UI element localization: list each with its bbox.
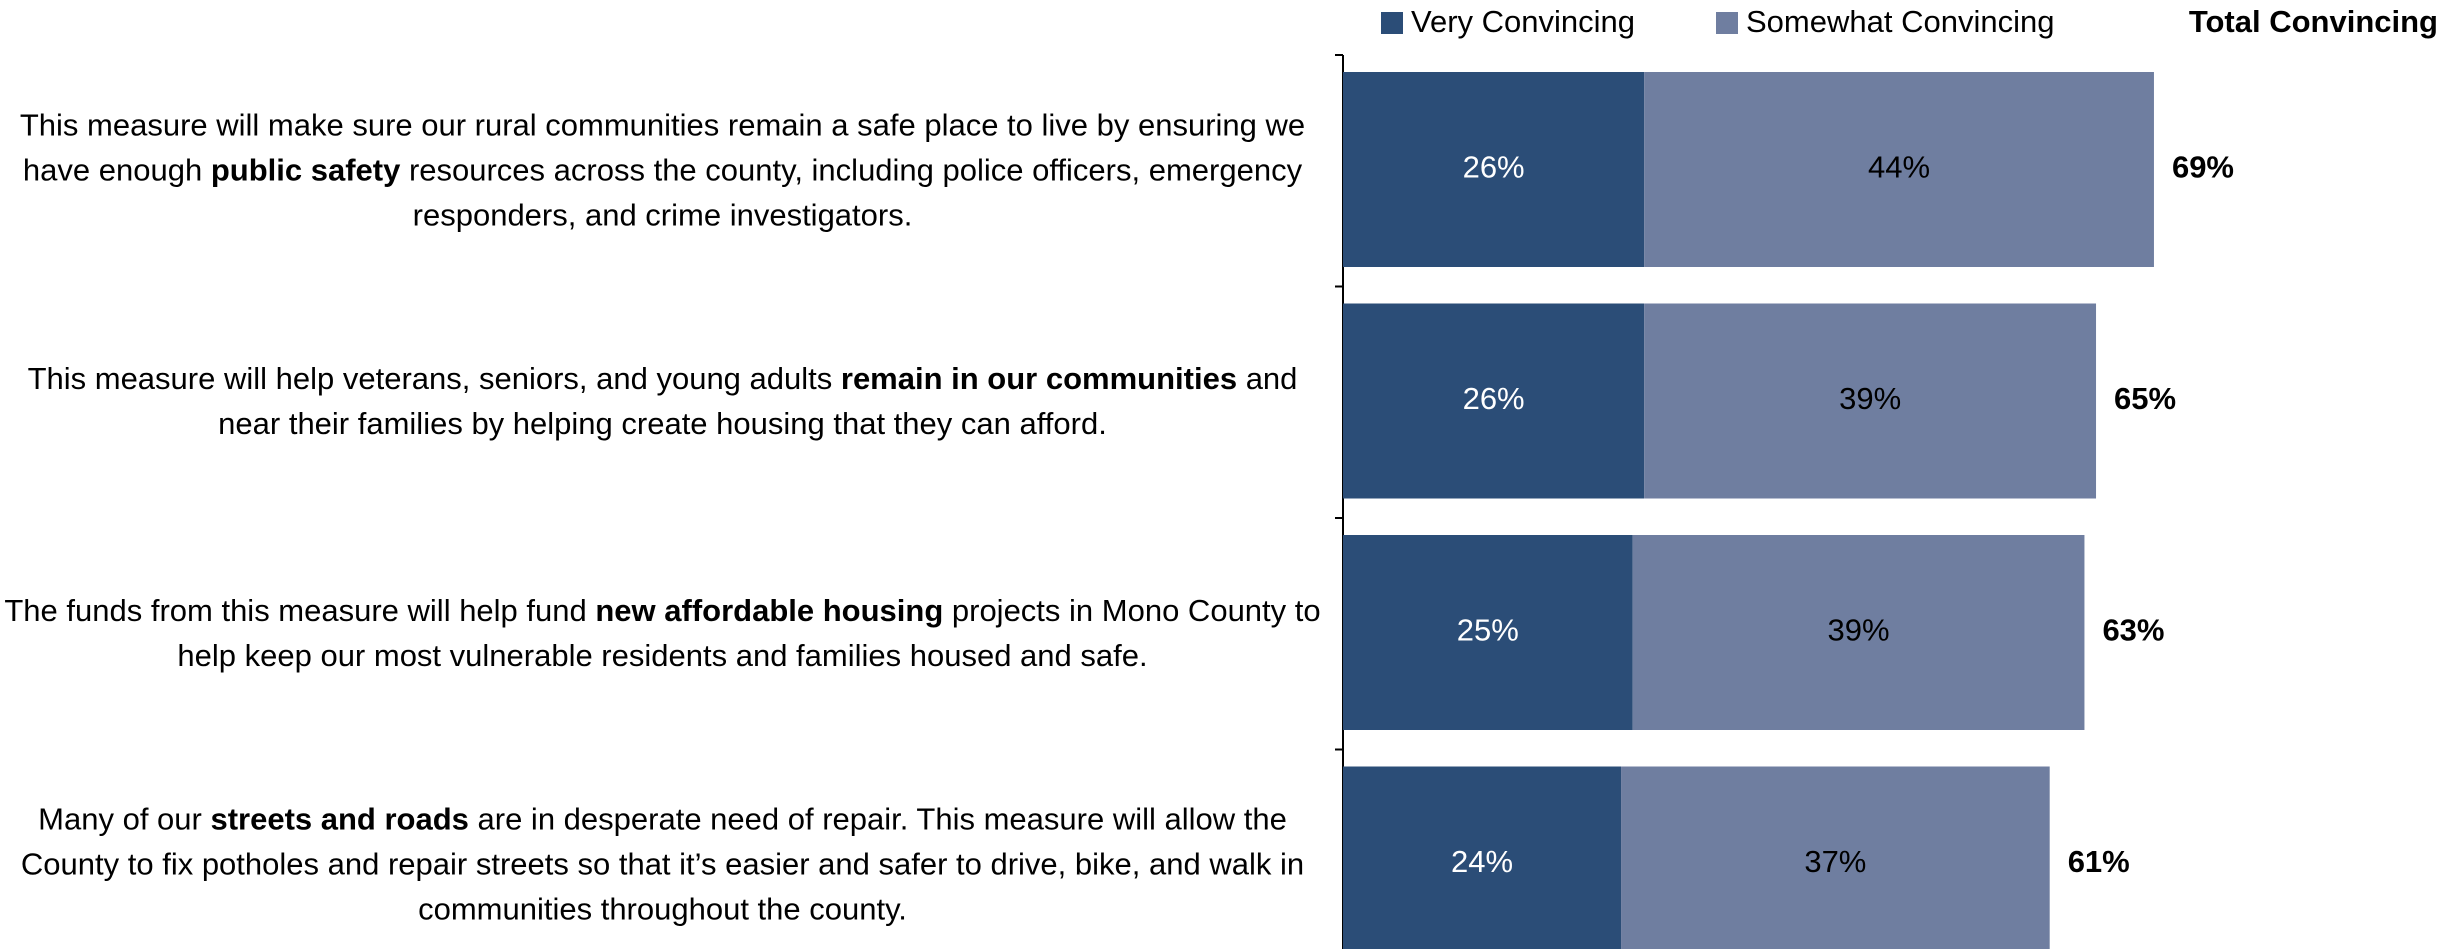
- category-text: are in desperate need of repair. This me…: [20, 801, 1305, 927]
- value-label: 25%: [1457, 613, 1519, 648]
- bar-segment: [1621, 766, 2050, 949]
- value-label: 37%: [1804, 844, 1866, 879]
- bar-segment: [1343, 72, 1645, 267]
- value-label: 26%: [1463, 150, 1525, 185]
- category-label: Many of our streets and roads are in des…: [0, 797, 1325, 932]
- category-text: resources across the county, including p…: [400, 152, 1303, 232]
- category-label: The funds from this measure will help fu…: [0, 588, 1325, 678]
- category-emphasis: new affordable housing: [595, 592, 944, 628]
- category-text: This measure will make sure our rural co…: [19, 107, 1306, 187]
- totals-header: Total Convincing: [2189, 4, 2438, 39]
- value-label: 24%: [1451, 844, 1513, 879]
- legend-swatch: [1716, 12, 1738, 34]
- category-text: Many of our: [38, 801, 211, 837]
- bar-segment: [1632, 535, 2085, 730]
- total-label: 63%: [2102, 613, 2164, 648]
- total-label: 69%: [2172, 150, 2234, 185]
- category-label: This measure will make sure our rural co…: [0, 102, 1325, 237]
- total-label: 61%: [2068, 844, 2130, 879]
- bar-segment: [1343, 303, 1645, 499]
- bar-segment: [1644, 72, 2154, 267]
- category-label: This measure will help veterans, seniors…: [0, 356, 1325, 446]
- category-text: projects in Mono County to help keep our…: [177, 592, 1321, 673]
- bar-segment: [1343, 766, 1622, 949]
- legend-label: Somewhat Convincing: [1746, 4, 2054, 39]
- category-emphasis: streets and roads: [210, 801, 469, 837]
- bar-segment: [1343, 535, 1633, 730]
- total-label: 65%: [2114, 381, 2176, 416]
- category-emphasis: remain in our communities: [840, 361, 1238, 396]
- category-emphasis: public safety: [210, 152, 401, 187]
- value-label: 39%: [1839, 381, 1901, 416]
- bar-segment: [1644, 303, 2097, 499]
- value-label: 39%: [1828, 613, 1890, 648]
- value-label: 44%: [1868, 150, 1930, 185]
- category-text: and near their families by helping creat…: [218, 361, 1298, 441]
- legend-label: Very Convincing: [1411, 4, 1635, 39]
- value-label: 26%: [1463, 381, 1525, 416]
- category-text: The funds from this measure will help fu…: [4, 592, 596, 628]
- legend-swatch: [1381, 12, 1403, 34]
- category-text: This measure will help veterans, seniors…: [27, 361, 841, 396]
